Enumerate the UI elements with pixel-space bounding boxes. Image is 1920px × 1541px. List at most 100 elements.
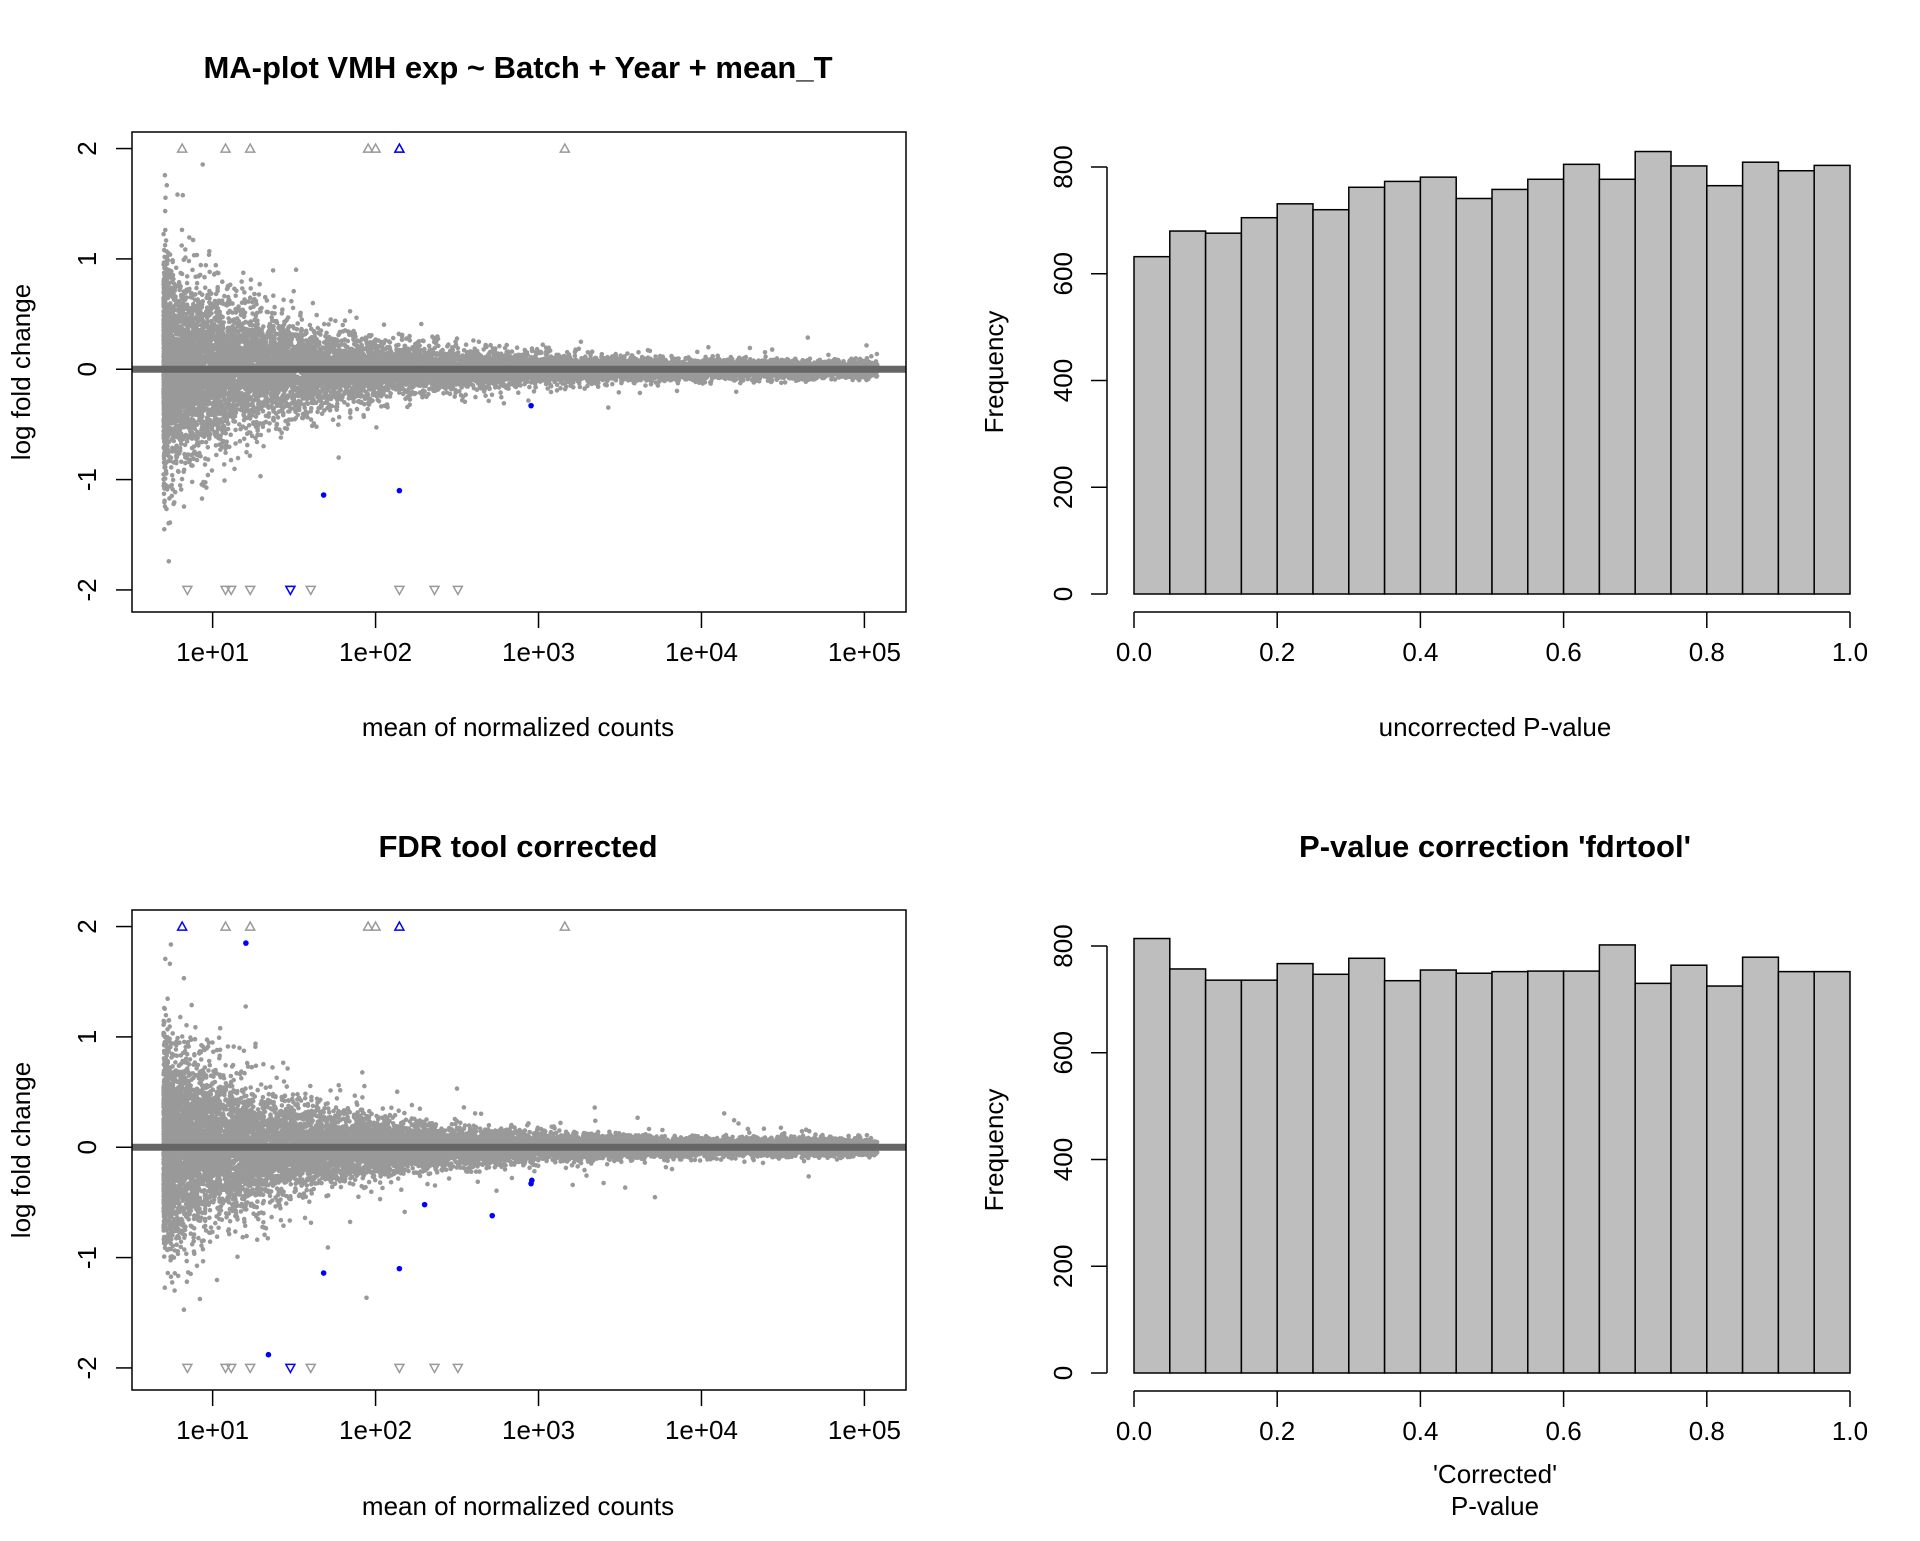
histogram-top: 0.0 0.2 0.4 0.6 0.8 1.0 0 200 400 600 800 uncorre… <box>979 145 1868 742</box>
ma-bottom-outlier-up-0 <box>219 920 232 931</box>
ma-bottom-outlier-up-3 <box>369 920 382 931</box>
ma-bottom-y-axis: -2 -1 0 1 2 <box>72 919 132 1379</box>
ma-top-x-label: mean of normalized counts <box>362 712 674 742</box>
ma-bottom-outlier-down-2 <box>225 1363 237 1374</box>
hist-bottom-y-axis: 0 200 400 600 800 <box>1048 924 1108 1380</box>
ma-top-x-tick-label-3: 1e+04 <box>665 637 738 667</box>
ma-top-plot-box <box>131 131 907 613</box>
hist-top-bar-3 <box>1240 216 1278 595</box>
ma-bottom-significant-point-8 <box>320 1270 327 1276</box>
ma-bottom-outlier-down-6 <box>428 1363 441 1374</box>
hist-top-bar-13 <box>1598 178 1636 595</box>
ma-top-x-tick-label-2: 1e+03 <box>502 637 575 667</box>
ma-top-outlier-up-0 <box>176 142 188 153</box>
hist-bottom-bar-15 <box>1670 964 1708 1374</box>
ma-bottom-significant-point-5 <box>529 1177 535 1184</box>
ma-top-outlier-up-1 <box>219 142 232 153</box>
ma-top-outlier-down-8 <box>452 585 464 596</box>
ma-bottom-outlier-down-4 <box>304 1363 317 1374</box>
hist-top-x-tick-label-3: 0.6 <box>1546 637 1582 667</box>
ma-top-outlier-up-6 <box>559 142 571 153</box>
hist-top-bar-6 <box>1348 186 1386 595</box>
hist-top-y-axis: 0 200 400 600 800 <box>1048 145 1108 601</box>
hist-bottom-x-tick-label-3: 0.6 <box>1546 1416 1582 1446</box>
ma-bottom-x-tick-label-3: 1e+04 <box>665 1415 738 1445</box>
ma-top-outlier-down-1 <box>219 585 232 596</box>
ma-bottom-significant-point-9 <box>396 1265 403 1272</box>
ma-bottom-outlier-up-1 <box>244 920 256 931</box>
ma-top-y-tick-label-0: -2 <box>72 578 102 601</box>
hist-top-bar-11 <box>1527 178 1565 595</box>
ma-top-outlier-up-3 <box>362 142 374 153</box>
hist-top-bar-14 <box>1634 150 1672 595</box>
ma-top-outlier-down-2 <box>225 585 237 596</box>
hist-bottom-bar-0 <box>1133 937 1171 1374</box>
ma-top-significant-point-2 <box>528 402 534 409</box>
hist-top-x-tick-label-1: 0.2 <box>1259 637 1295 667</box>
hist-bottom-bar-2 <box>1204 979 1243 1374</box>
hist-bottom-x-tick-label-2: 0.4 <box>1402 1416 1438 1446</box>
ma-top-outlier-up-2 <box>244 142 256 153</box>
ma-bottom-outlier-down-3 <box>244 1363 256 1374</box>
ma-bottom-y-tick-label-0: -2 <box>72 1356 102 1379</box>
ma-top-y-axis: -2 -1 0 1 2 <box>72 141 132 601</box>
ma-top-y-tick-label-2: 0 <box>72 362 102 376</box>
hist-bottom-bar-12 <box>1562 970 1601 1374</box>
ma-bottom-y-tick-label-4: 2 <box>72 919 102 933</box>
hist-bottom-x-tick-label-0: 0.0 <box>1116 1416 1152 1446</box>
hist-top-bar-2 <box>1204 232 1243 595</box>
hist-bottom-y-tick-label-0: 0 <box>1048 1366 1078 1380</box>
hist-top-bar-18 <box>1777 169 1815 595</box>
hist-bottom-x-label-line1: 'Corrected' <box>1433 1459 1557 1489</box>
ma-top-significant-point-4 <box>396 487 403 494</box>
ma-top-outlier-up-4 <box>369 142 382 153</box>
hist-top-bar-12 <box>1562 163 1601 595</box>
hist-top-y-tick-label-1: 200 <box>1048 466 1078 509</box>
ma-bottom-x-axis: 1e+01 1e+02 1e+03 1e+04 1e+05 <box>176 1390 901 1445</box>
hist-top-x-tick-label-0: 0.0 <box>1116 637 1152 667</box>
ma-bottom-outlier-down-7 <box>452 1363 464 1374</box>
hist-bottom-bars <box>1133 937 1851 1374</box>
hist-bottom-bar-6 <box>1348 957 1386 1374</box>
histogram-bottom: P-value correction 'fdrtool' 0.0 0.2 0.4 0.… <box>979 829 1868 1521</box>
hist-bottom-y-tick-label-4: 800 <box>1048 924 1078 967</box>
hist-bottom-x-axis: 0.0 0.2 0.4 0.6 0.8 1.0 <box>1116 1390 1868 1446</box>
hist-bottom-y-tick-label-2: 400 <box>1048 1138 1078 1181</box>
hist-bottom-bar-11 <box>1527 970 1565 1374</box>
hist-top-bar-9 <box>1455 197 1493 595</box>
hist-bottom-bar-4 <box>1276 962 1314 1374</box>
ma-top-x-axis: 1e+01 1e+02 1e+03 1e+04 1e+05 <box>176 612 901 667</box>
hist-bottom-title: P-value correction 'fdrtool' <box>1299 829 1691 864</box>
hist-bottom-bar-14 <box>1634 982 1672 1374</box>
ma-top-x-tick-label-1: 1e+02 <box>339 637 412 667</box>
ma-bottom-significant-point-7 <box>489 1212 496 1219</box>
ma-bottom-significant-point-2 <box>284 1363 297 1374</box>
hist-top-x-tick-label-5: 1.0 <box>1832 637 1868 667</box>
ma-bottom-outlier-down-5 <box>393 1363 406 1374</box>
hist-top-bar-1 <box>1169 230 1207 595</box>
ma-bottom-x-tick-label-2: 1e+03 <box>502 1415 575 1445</box>
ma-top-point-cloud <box>132 142 906 596</box>
ma-top-x-tick-label-4: 1e+05 <box>828 637 901 667</box>
hist-top-y-tick-label-2: 400 <box>1048 359 1078 402</box>
ma-plot-top: MA-plot VMH exp ~ Batch + Year + mean_T … <box>6 50 907 742</box>
hist-bottom-x-label-line2: P-value <box>1451 1491 1539 1521</box>
ma-top-significant-point-1 <box>284 585 297 596</box>
hist-bottom-bar-5 <box>1312 973 1350 1374</box>
ma-bottom-y-tick-label-1: -1 <box>72 1246 102 1269</box>
ma-bottom-x-tick-label-1: 1e+02 <box>339 1415 412 1445</box>
ma-bottom-x-tick-label-4: 1e+05 <box>828 1415 901 1445</box>
ma-bottom-outlier-down-1 <box>219 1363 232 1374</box>
ma-bottom-significant-point-0 <box>176 920 188 931</box>
ma-top-outlier-down-5 <box>304 585 317 596</box>
ma-top-y-tick-label-3: 1 <box>72 252 102 266</box>
hist-top-bar-17 <box>1741 161 1780 595</box>
ma-bottom-y-tick-label-2: 0 <box>72 1140 102 1154</box>
ma-bottom-significant-point-3 <box>243 940 249 946</box>
hist-top-y-tick-label-0: 0 <box>1048 587 1078 601</box>
hist-bottom-x-tick-label-1: 0.2 <box>1259 1416 1295 1446</box>
hist-top-bar-0 <box>1133 255 1171 595</box>
ma-top-outlier-down-3 <box>244 585 256 596</box>
hist-bottom-bar-13 <box>1598 944 1636 1374</box>
hist-top-y-tick-label-3: 600 <box>1048 252 1078 295</box>
